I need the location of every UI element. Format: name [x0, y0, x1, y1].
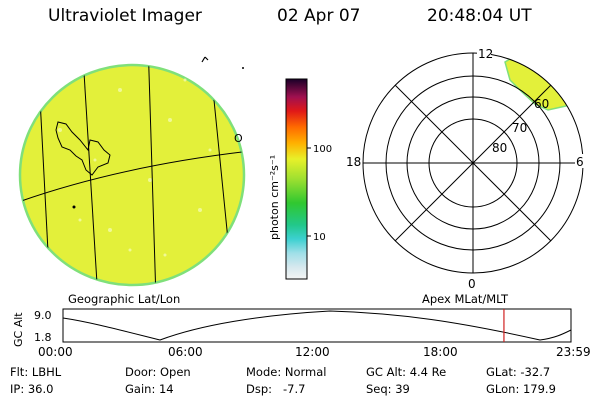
alt-ylabel: GC Alt — [12, 312, 25, 347]
status-door: Door: Open — [125, 365, 191, 379]
date-label: 02 Apr 07 — [277, 6, 361, 26]
lat-label-80: 80 — [492, 141, 507, 155]
alt-ymin: 1.8 — [34, 331, 52, 344]
colorbar: 100 10 photon cm⁻²s⁻¹ — [268, 78, 332, 280]
time-tick-1800: 18:00 — [423, 345, 458, 359]
aux-mark: O — [234, 132, 243, 145]
mlt-label-0: 0 — [468, 277, 476, 291]
time-label: 20:48:04 UT — [427, 6, 532, 26]
mlt-label-6: 6 — [576, 155, 584, 169]
time-tick-0600: 06:00 — [168, 345, 203, 359]
apex-label: Apex MLat/MLT — [422, 292, 509, 306]
status-glon: GLon: 179.9 — [486, 382, 556, 396]
mlt-label-18: 18 — [346, 155, 361, 169]
colorbar-tick-100: 100 — [313, 144, 332, 155]
time-tick-0000: 00:00 — [38, 345, 73, 359]
lat-label-60: 60 — [534, 97, 549, 111]
status-flt: Flt: LBHL — [10, 365, 62, 379]
colorbar-tick-10: 10 — [313, 232, 326, 243]
time-tick-2359: 23:59 — [556, 345, 591, 359]
status-seq: Seq: 39 — [366, 382, 410, 396]
mlt-label-12: 12 — [478, 47, 493, 61]
time-tick-1200: 12:00 — [295, 345, 330, 359]
alt-ymax: 9.0 — [34, 309, 52, 322]
status-glat: GLat: -32.7 — [486, 365, 551, 379]
polar-plot: 12 18 6 0 60 70 80 — [344, 46, 585, 291]
status-gc-alt: GC Alt: 4.4 Re — [366, 365, 447, 379]
lat-label-70: 70 — [512, 121, 527, 135]
status-ip: IP: 36.0 — [10, 382, 54, 396]
app-title: Ultraviolet Imager — [48, 6, 202, 26]
status-dsp: Dsp: -7.7 — [246, 382, 306, 396]
geographic-label: Geographic Lat/Lon — [68, 292, 180, 306]
status-mode: Mode: Normal — [246, 365, 327, 379]
earth-disk — [18, 63, 246, 287]
altitude-plot: 9.0 1.8 GC Alt — [12, 308, 572, 347]
colorbar-label: photon cm⁻²s⁻¹ — [268, 155, 281, 240]
status-gain: Gain: 14 — [125, 382, 174, 396]
